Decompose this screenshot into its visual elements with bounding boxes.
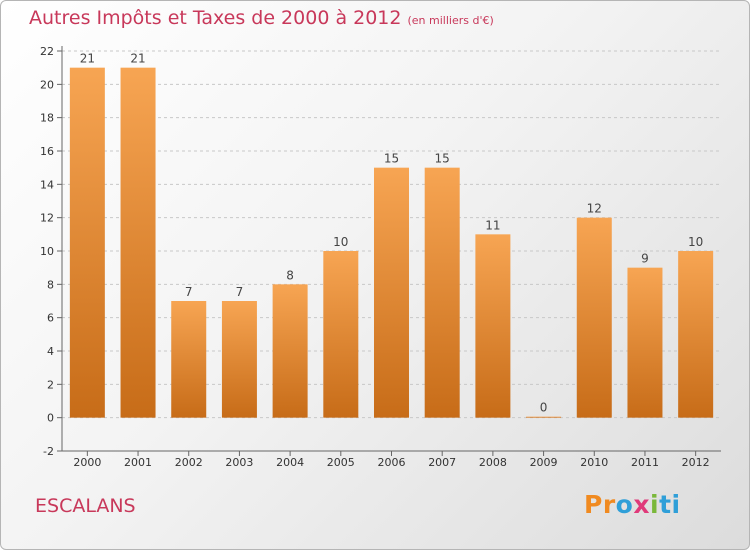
bar-2005 [323,251,359,418]
y-tick-label: 22 [40,45,54,58]
value-label-2008: 11 [485,218,500,232]
x-tick-label-2001: 2001 [124,456,152,469]
proxiti-logo: Proxiti [584,490,681,519]
chart-title-main: Autres Impôts et Taxes de 2000 à 2012 [29,7,402,29]
bar-2010 [576,217,612,418]
bar-2002 [171,301,207,418]
value-label-2002: 7 [185,285,193,299]
x-tick-label-2003: 2003 [225,456,253,469]
y-tick-label: 20 [40,78,54,91]
x-tick-label-2009: 2009 [530,456,558,469]
value-label-2011: 9 [641,252,649,266]
bar-2008 [475,234,511,418]
value-label-2009: 0 [540,401,548,415]
y-tick-label: 14 [40,178,54,191]
bar-2009 [526,416,562,418]
y-tick-label: -2 [43,445,54,458]
y-tick-label: 16 [40,145,54,158]
x-tick-label-2012: 2012 [682,456,710,469]
bar-2007 [424,167,460,418]
y-tick-label: 8 [47,278,54,291]
y-tick-label: 12 [40,212,54,225]
x-tick-label-2000: 2000 [73,456,101,469]
value-label-2001: 21 [130,52,145,66]
y-tick-label: 2 [47,378,54,391]
value-label-2006: 15 [384,152,399,166]
value-label-2007: 15 [435,152,450,166]
value-label-2004: 8 [286,268,294,282]
value-label-2012: 10 [688,235,703,249]
y-tick-label: 18 [40,112,54,125]
x-tick-label-2010: 2010 [580,456,608,469]
value-label-2005: 10 [333,235,348,249]
x-tick-label-2005: 2005 [327,456,355,469]
commune-name: ESCALANS [35,495,136,517]
y-tick-label: 0 [47,412,54,425]
x-tick-label-2008: 2008 [479,456,507,469]
y-tick-label: 10 [40,245,54,258]
x-tick-label-2011: 2011 [631,456,659,469]
y-tick-label: 6 [47,312,54,325]
x-tick-label-2004: 2004 [276,456,304,469]
value-label-2003: 7 [236,285,244,299]
chart-title: Autres Impôts et Taxes de 2000 à 2012 (en… [29,7,494,29]
bar-2004 [272,284,308,418]
bar-2000 [69,67,105,418]
bar-2012 [678,251,714,418]
x-tick-label-2006: 2006 [378,456,406,469]
value-label-2000: 21 [80,52,95,66]
x-tick-label-2007: 2007 [428,456,456,469]
bar-2001 [120,67,156,418]
bar-2011 [627,267,663,418]
bar-2003 [221,301,257,418]
bar-2006 [374,167,409,418]
y-tick-label: 4 [47,345,54,358]
chart-title-unit: (en milliers d'€) [407,14,494,27]
x-tick-label-2002: 2002 [175,456,203,469]
value-label-2010: 12 [587,202,602,216]
